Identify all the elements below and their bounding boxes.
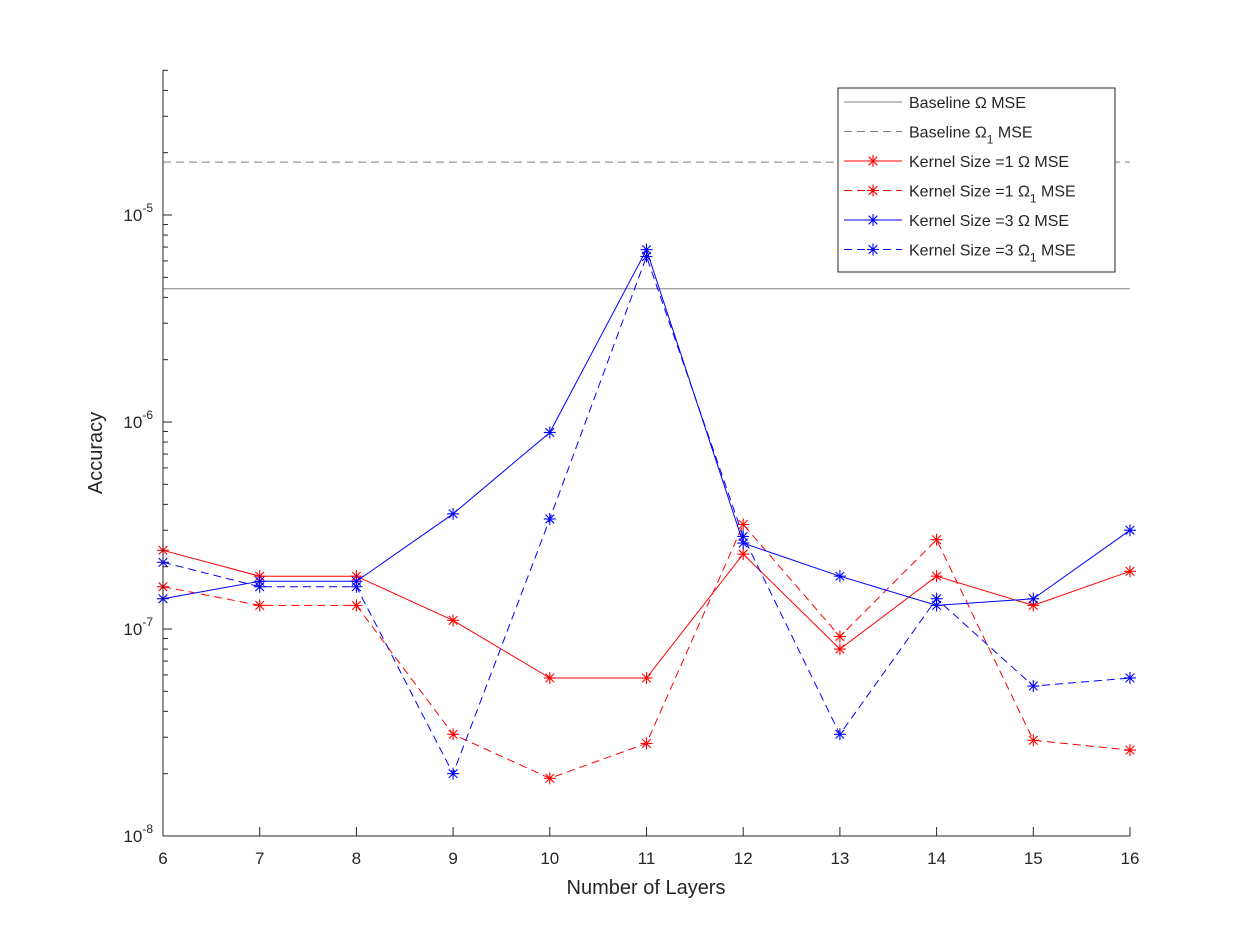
legend-label: Baseline Ω MSE (909, 95, 1026, 112)
x-tick-label: 15 (1024, 849, 1043, 868)
legend-label: Kernel Size =3 Ω MSE (909, 213, 1069, 230)
legend-entry: Kernel Size =1 Ω1 MSE (844, 184, 1076, 206)
data-point-marker (833, 643, 846, 656)
series-line (162, 248, 1131, 606)
data-point-marker (737, 548, 750, 561)
legend-box (837, 87, 1116, 273)
data-point-marker (543, 671, 556, 684)
x-tick-label: 11 (638, 849, 656, 868)
legend-entry: Kernel Size =1 Ω MSE (844, 154, 1069, 171)
data-point-marker (1124, 565, 1136, 578)
legend-entry: Baseline Ω MSE (844, 95, 1026, 112)
data-point-marker (640, 671, 653, 684)
data-point-marker (447, 728, 460, 741)
legend-entry: Baseline Ω1 MSE (844, 125, 1033, 147)
data-point-marker (930, 533, 943, 546)
data-point-marker (543, 512, 556, 525)
data-point-marker (833, 630, 846, 643)
x-tick-label: 12 (734, 849, 753, 868)
data-point-marker (1124, 744, 1136, 757)
x-tick-label: 14 (927, 849, 946, 868)
data-point-marker (737, 537, 750, 550)
y-tick-label: 10-7 (123, 615, 153, 639)
data-point-marker (1027, 592, 1040, 605)
series-6 (157, 250, 1136, 780)
data-point-marker (447, 507, 460, 520)
legend-label: Baseline Ω1 MSE (909, 125, 1033, 147)
data-point-marker (640, 250, 653, 263)
x-tick-label: 9 (448, 849, 457, 868)
x-tick-label: 16 (1121, 849, 1140, 868)
y-tick-label: 10-8 (123, 822, 153, 846)
y-tick-label: 10-6 (123, 408, 153, 432)
legend-label: Kernel Size =1 Ω1 MSE (909, 184, 1076, 206)
x-tick-label: 13 (830, 849, 849, 868)
data-point-marker (1124, 671, 1136, 684)
data-point-marker (867, 184, 879, 197)
data-point-marker (350, 580, 363, 593)
data-point-marker (543, 772, 556, 785)
legend-label: Kernel Size =1 Ω MSE (909, 154, 1069, 171)
legend-label: Kernel Size =3 Ω1 MSE (909, 243, 1076, 265)
legend-entry: Kernel Size =3 Ω MSE (844, 213, 1069, 230)
data-point-marker (543, 426, 556, 439)
series-4 (157, 518, 1136, 785)
data-point-marker (350, 599, 363, 612)
x-tick-label: 8 (352, 849, 361, 868)
data-point-marker (867, 214, 879, 226)
series-3 (157, 544, 1136, 684)
legend-entry: Kernel Size =3 Ω1 MSE (844, 243, 1076, 265)
data-point-marker (867, 155, 879, 167)
data-point-marker (447, 767, 460, 780)
data-point-marker (1027, 734, 1040, 747)
y-tick-label: 10-5 (123, 201, 153, 225)
data-point-marker (253, 580, 266, 593)
y-axis-title: Accuracy (85, 412, 107, 494)
data-point-marker (1027, 680, 1040, 693)
chart-axes: 6 7 8 9 10 11 12 13 14 15 16 10-8 10-7 10-6 10-5 (123, 69, 1140, 868)
data-point-marker (833, 728, 846, 741)
data-point-marker (447, 614, 460, 627)
data-point-marker (253, 599, 266, 612)
series-line (162, 549, 1131, 679)
data-point-marker (867, 243, 879, 256)
data-point-marker (833, 570, 846, 583)
chart-legend: Baseline Ω MSE Baseline Ω1 MSE Kernel Size… (837, 87, 1116, 273)
x-tick-label: 10 (540, 849, 559, 868)
data-point-marker (1124, 524, 1136, 537)
series-5 (157, 243, 1136, 612)
series-line (162, 255, 1131, 775)
data-point-marker (640, 737, 653, 750)
data-point-marker (930, 592, 943, 605)
x-axis-title: Number of Layers (567, 877, 726, 899)
x-tick-label: 6 (158, 849, 167, 868)
data-point-marker (930, 570, 943, 583)
data-point-marker (737, 530, 750, 543)
x-tick-label: 7 (255, 849, 264, 868)
